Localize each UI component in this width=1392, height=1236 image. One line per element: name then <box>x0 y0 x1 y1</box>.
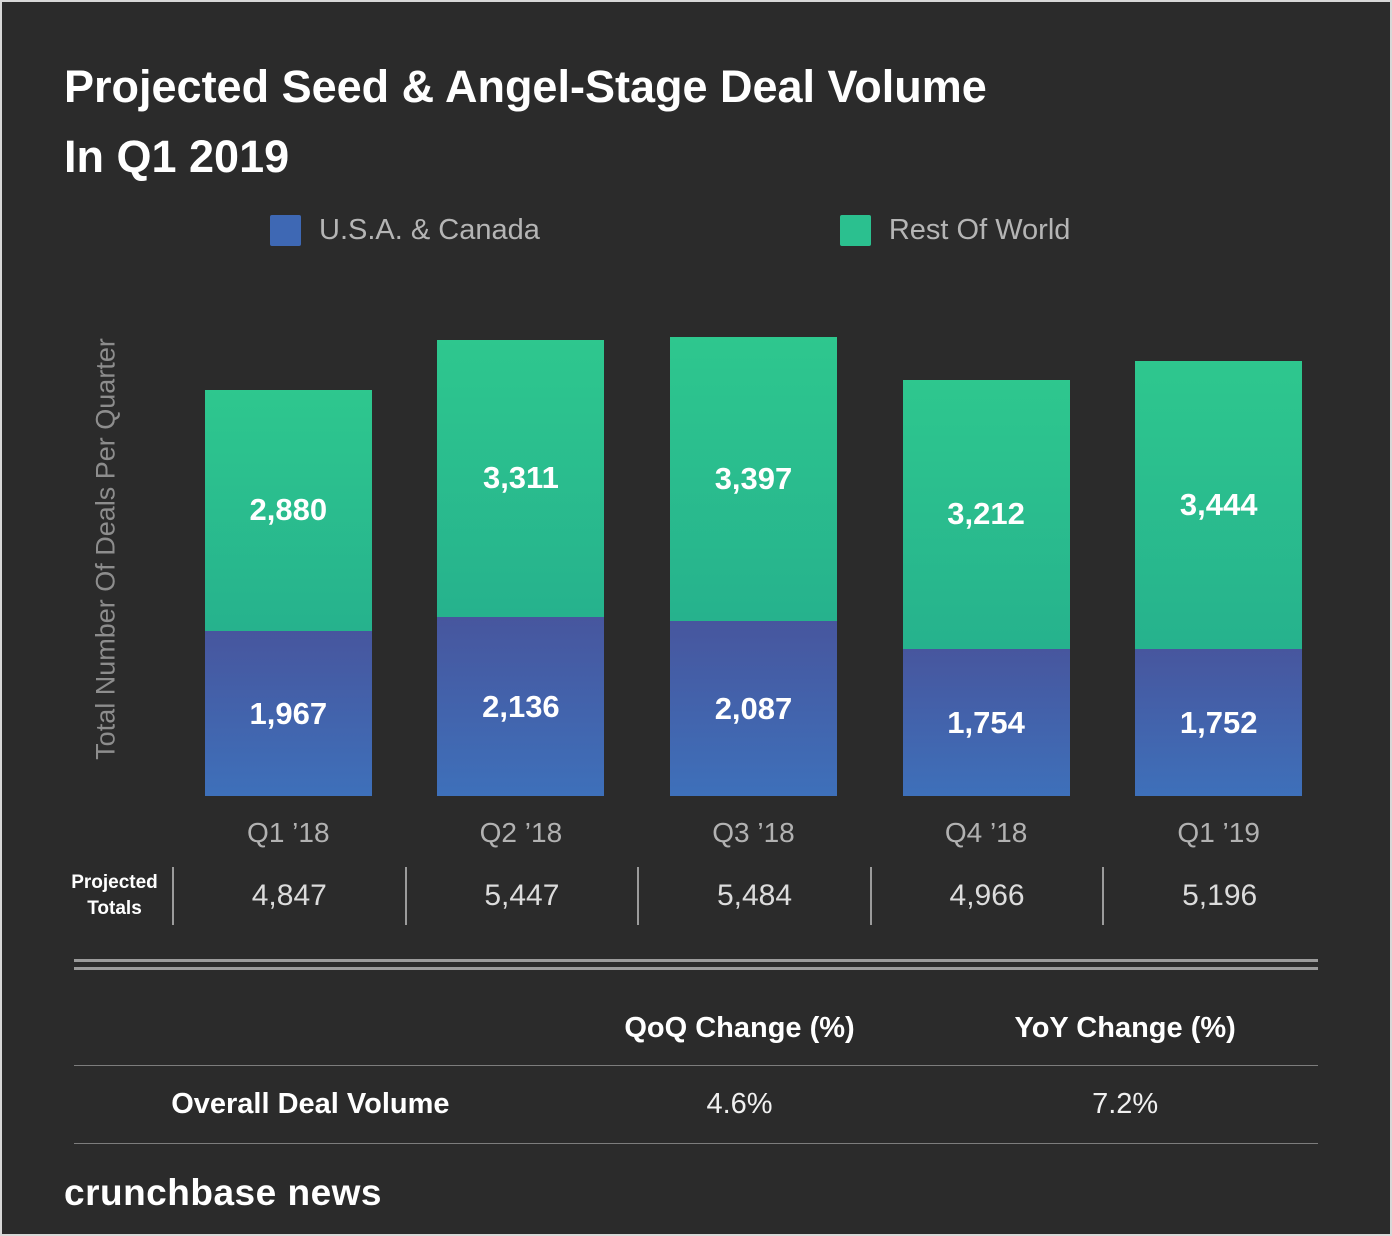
x-labels-row: Q1 ’18 Q2 ’18 Q3 ’18 Q4 ’18 Q1 ’19 <box>172 817 1335 849</box>
projected-totals-label: Projected Totals <box>57 870 172 921</box>
x-axis-label: Q3 ’18 <box>712 816 795 848</box>
x-axis-label: Q2 ’18 <box>479 816 563 848</box>
x-axis-label: Q4 ’18 <box>944 816 1028 848</box>
row-label-overall-deal-volume: Overall Deal Volume <box>171 1087 450 1120</box>
bar-value-label: 2,087 <box>714 690 793 726</box>
projected-total-value: 4,966 <box>949 878 1025 912</box>
legend-item-usa-canada: U.S.A. & Canada <box>270 214 540 247</box>
legend-label-rest-of-world: Rest Of World <box>888 213 1071 246</box>
bar-stack: 3,397 2,087 <box>669 336 837 797</box>
bar-segment-rest-of-world: 3,397 <box>669 336 837 622</box>
projected-total-cell: 5,196 <box>1102 866 1335 925</box>
projected-totals-row: Projected Totals 4,847 5,447 5,484 4,966 5,1… <box>57 866 1335 925</box>
bar-segment-usa-canada: 2,136 <box>437 617 605 797</box>
divider-line-bottom <box>74 966 1318 970</box>
change-table: QoQ Change (%) YoY Change (%) Overall De… <box>74 996 1318 1144</box>
bar-value-label: 1,754 <box>947 704 1025 740</box>
qoq-change-value: 4.6% <box>706 1087 773 1120</box>
bar-segment-usa-canada: 1,754 <box>902 649 1070 797</box>
projected-total-value: 5,484 <box>716 878 793 912</box>
legend-swatch-blue <box>270 214 301 246</box>
x-axis-label: Q1 ’19 <box>1177 816 1260 848</box>
bar-segment-rest-of-world: 3,311 <box>437 339 605 618</box>
bar-segment-rest-of-world: 3,212 <box>902 379 1070 650</box>
bar-segment-rest-of-world: 2,880 <box>204 389 372 632</box>
bar-value-label: 3,397 <box>714 460 793 496</box>
bars-row: 2,880 1,967 3,311 2,136 3,397 2,087 3,212 1,754… <box>172 336 1335 797</box>
bar-value-label: 2,136 <box>482 688 560 724</box>
change-table-header: QoQ Change (%) YoY Change (%) <box>74 996 1318 1065</box>
header-yoy-change: YoY Change (%) <box>1014 1011 1236 1044</box>
projected-total-value: 5,447 <box>484 878 560 912</box>
bar-column: 3,212 1,754 <box>870 379 1103 797</box>
stacked-bar-chart: Total Number Of Deals Per Quarter 2,880 1… <box>2 336 1390 849</box>
table-rule-top <box>74 1064 1318 1066</box>
bar-value-label: 1,967 <box>249 695 328 731</box>
bar-segment-usa-canada: 1,967 <box>204 631 372 797</box>
chart-legend: U.S.A. & Canada Rest Of World <box>2 214 1390 247</box>
bar-stack: 3,212 1,754 <box>902 379 1070 797</box>
header-qoq-change: QoQ Change (%) <box>624 1011 855 1044</box>
projected-total-cell: 4,847 <box>172 866 405 925</box>
legend-item-rest-of-world: Rest Of World <box>839 213 1071 247</box>
yoy-change-value: 7.2% <box>1092 1087 1159 1120</box>
bar-value-label: 3,311 <box>482 460 559 496</box>
bar-column: 3,311 2,136 <box>405 339 638 797</box>
bar-segment-usa-canada: 1,752 <box>1135 649 1303 797</box>
bar-column: 3,444 1,752 <box>1102 360 1335 797</box>
projected-total-cell: 5,484 <box>637 866 870 925</box>
legend-label-usa-canada: U.S.A. & Canada <box>319 213 540 246</box>
projected-total-value: 4,847 <box>251 878 327 912</box>
projected-total-cell: 4,966 <box>869 866 1103 925</box>
y-axis-label: Total Number Of Deals Per Quarter <box>90 337 121 760</box>
page-title: Projected Seed & Angel-Stage Deal Volume… <box>2 2 1390 192</box>
title-line-1: Projected Seed & Angel-Stage Deal Volume <box>64 61 987 112</box>
bar-segment-rest-of-world: 3,444 <box>1135 360 1303 650</box>
brand-wordmark: crunchbase news <box>64 1171 383 1213</box>
title-line-2: In Q1 2019 <box>64 130 290 182</box>
bar-column: 3,397 2,087 <box>637 336 870 797</box>
bar-stack: 2,880 1,967 <box>204 389 372 797</box>
bar-column: 2,880 1,967 <box>172 389 405 797</box>
double-rule-divider <box>74 958 1318 970</box>
projected-totals-label-line1: Projected <box>71 871 158 893</box>
bar-value-label: 2,880 <box>249 492 328 528</box>
bar-stack: 3,444 1,752 <box>1135 360 1303 797</box>
bar-value-label: 1,752 <box>1179 704 1258 740</box>
header-spacer <box>74 1012 547 1045</box>
legend-swatch-green <box>839 214 871 246</box>
x-axis-label: Q1 ’18 <box>247 816 330 848</box>
table-rule-bottom <box>74 1142 1318 1144</box>
table-row: Overall Deal Volume 4.6% 7.2% <box>74 1066 1318 1143</box>
divider-line-top <box>74 958 1318 962</box>
projected-totals-label-line2: Totals <box>87 897 142 919</box>
bar-segment-usa-canada: 2,087 <box>669 621 837 797</box>
bar-stack: 3,311 2,136 <box>437 339 605 797</box>
bar-value-label: 3,212 <box>947 496 1025 532</box>
projected-total-cell: 5,447 <box>404 866 638 925</box>
projected-total-value: 5,196 <box>1182 878 1258 912</box>
totals-values-row: 4,847 5,447 5,484 4,966 5,196 <box>172 866 1335 925</box>
bar-value-label: 3,444 <box>1179 486 1258 522</box>
